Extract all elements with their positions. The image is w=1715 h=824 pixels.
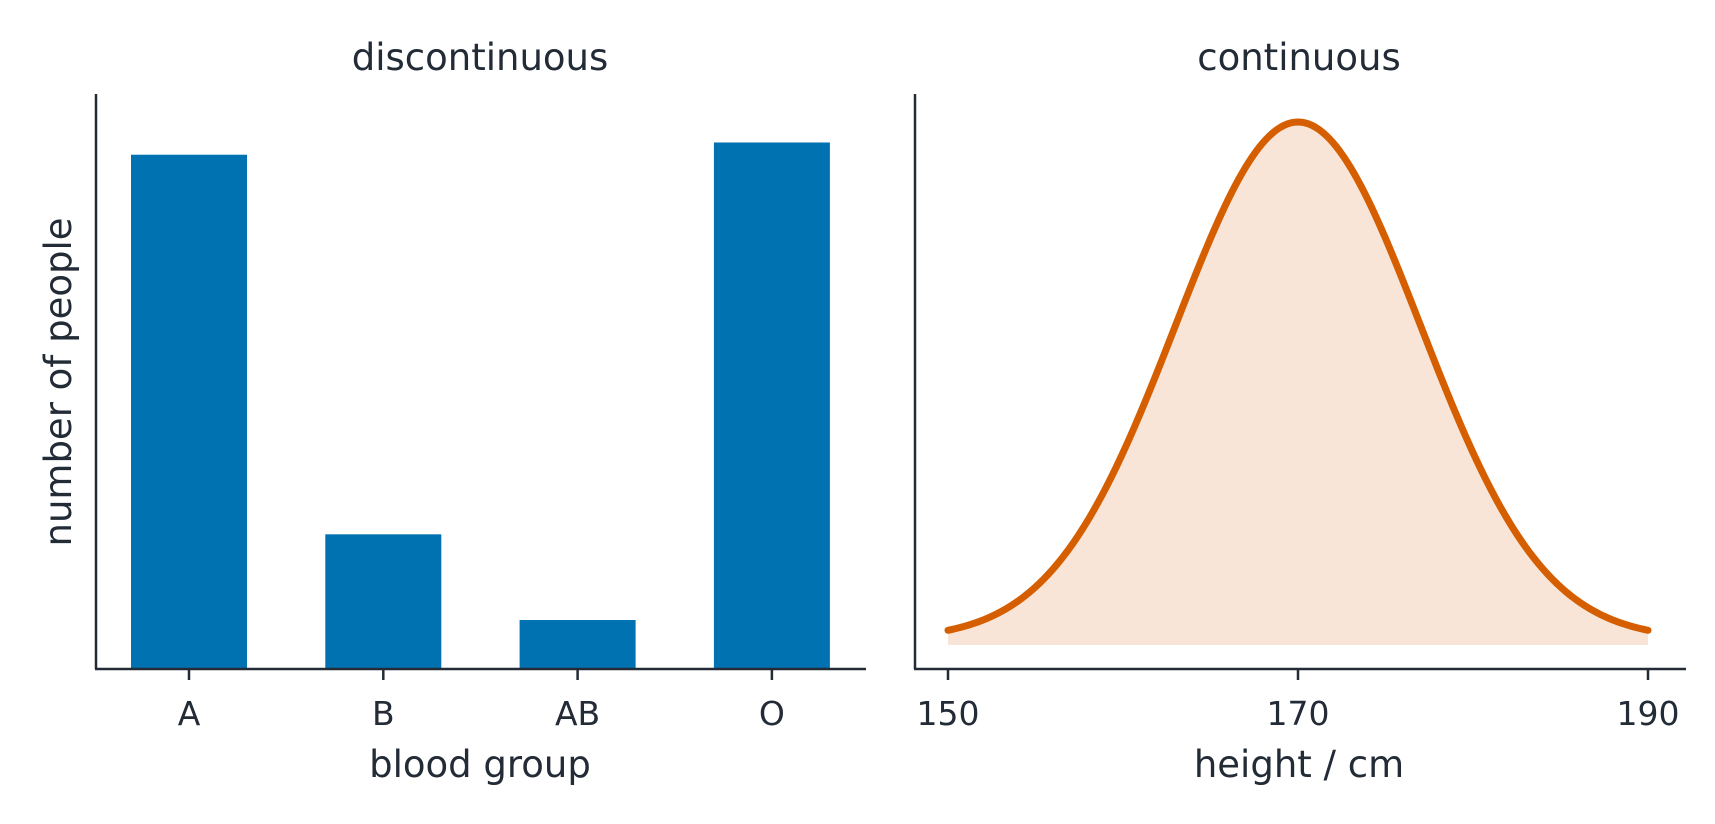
bar-b (325, 534, 442, 669)
distribution-area (948, 122, 1648, 645)
distribution-x-ticks: 150 170 190 (917, 669, 1680, 733)
bar-o (713, 142, 830, 669)
bar-chart-xlabel: blood group (369, 743, 591, 786)
distribution-curve (944, 118, 1652, 634)
bar-chart-panel: discontinuous number of people blood gro… (37, 36, 866, 786)
distribution-x-tick-label: 170 (1267, 694, 1330, 733)
bar-ab (519, 620, 636, 669)
bar-x-tick-label: AB (555, 694, 600, 733)
bar-x-tick-label: B (372, 694, 395, 733)
bar-x-tick-label: A (178, 694, 201, 733)
bar-chart-ylabel: number of people (37, 217, 80, 546)
bar-a (131, 154, 247, 669)
bar-x-ticks: A B AB O (178, 669, 785, 733)
distribution-title: continuous (1197, 36, 1400, 79)
distribution-xlabel: height / cm (1194, 743, 1404, 786)
distribution-x-tick-label: 190 (1617, 694, 1680, 733)
distribution-x-tick-label: 150 (917, 694, 980, 733)
distribution-panel: continuous height / cm 150 170 190 (913, 36, 1686, 786)
bar-x-tick-label: O (759, 694, 785, 733)
bars (131, 142, 830, 669)
bar-chart-title: discontinuous (352, 36, 609, 79)
